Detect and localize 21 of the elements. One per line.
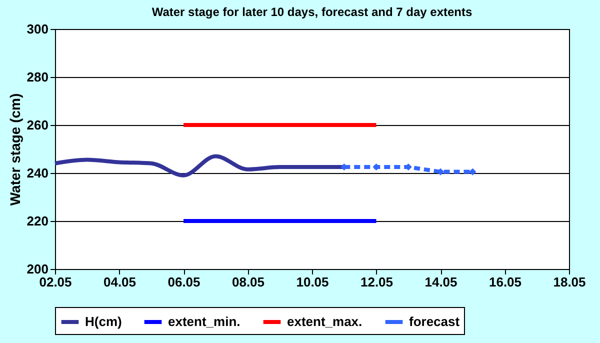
legend-label: H(cm) (85, 314, 122, 329)
y-tick-label: 260 (26, 118, 48, 132)
x-tick-label: 14.05 (424, 274, 458, 290)
y-tick-label: 280 (26, 70, 48, 84)
legend-label: forecast (409, 314, 460, 329)
y-tick-label: 220 (26, 214, 48, 228)
x-tick-label: 12.05 (360, 274, 394, 290)
y-tick-label: 240 (26, 166, 48, 180)
x-tick-label: 16.05 (488, 274, 522, 290)
y-tick-label: 200 (26, 262, 48, 276)
chart-title: Water stage for later 10 days, forecast and 7 day extents (152, 5, 472, 19)
y-tick-label: 300 (26, 22, 48, 36)
y-axis-title: Water stage (cm) (6, 93, 23, 206)
x-tick-label: 08.05 (232, 274, 265, 290)
x-tick-label: 10.05 (296, 274, 329, 290)
x-tick-label: 18.05 (553, 274, 586, 290)
legend-label: extent_min. (168, 314, 240, 329)
x-tick-label: 02.05 (39, 274, 72, 290)
legend-label: extent_max. (287, 314, 362, 329)
x-tick-label: 04.05 (103, 274, 136, 290)
x-tick-label: 06.05 (168, 274, 200, 290)
